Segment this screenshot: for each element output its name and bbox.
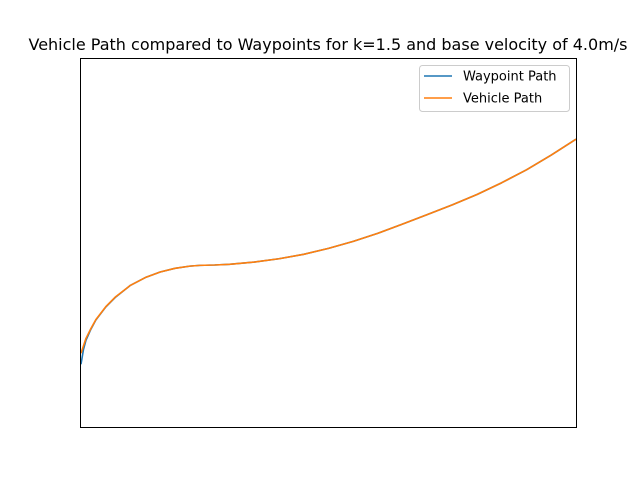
plot-frame [80,58,577,428]
legend: Waypoint Path Vehicle Path [419,65,570,112]
plot-lines [80,138,577,365]
series-line-vehicle-path [80,138,577,354]
legend-entries: Waypoint Path Vehicle Path [424,70,557,107]
chart-title: Vehicle Path compared to Waypoints for k… [28,35,627,54]
legend-label-waypoint-path: Waypoint Path [463,70,557,85]
legend-box [419,65,570,112]
legend-label-vehicle-path: Vehicle Path [463,92,542,107]
